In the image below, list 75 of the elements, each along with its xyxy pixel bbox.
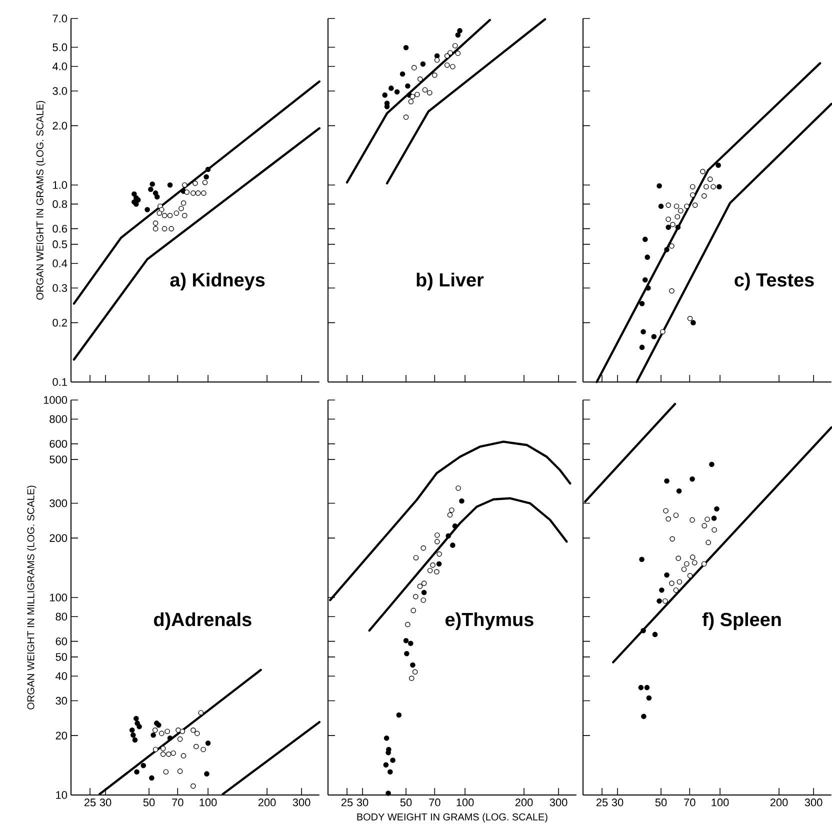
point [184, 189, 190, 195]
x-tick-label: 100 [200, 798, 217, 806]
x-tick-label: 50 [655, 798, 667, 806]
x-tick-label: 50 [143, 798, 155, 806]
point [148, 186, 154, 192]
y-tick-label: 300 [50, 499, 68, 508]
x-tick-label: 70 [429, 798, 440, 806]
point [152, 190, 158, 196]
point [162, 226, 168, 232]
text: b) Liver [416, 272, 484, 290]
point [182, 212, 188, 218]
y-tick-label: 40 [56, 672, 68, 680]
x-tick-label: 30 [612, 798, 624, 806]
text: d)Adrenals [154, 612, 252, 630]
text: e)Thymus [446, 612, 534, 630]
y-tick-label: 20 [56, 732, 68, 740]
y-tick-label: 0.4 [52, 260, 68, 268]
y-tick-label: 0.8 [52, 200, 67, 208]
x-tick-label: 300 [292, 798, 310, 806]
y-tick-label: 50 [56, 653, 68, 661]
y-tick-label: 0.3 [52, 284, 67, 292]
text: c) Testes [734, 272, 814, 290]
point [152, 220, 158, 226]
x-tick-label: 200 [770, 798, 788, 806]
x-tick-label: 70 [172, 798, 184, 806]
point [162, 212, 168, 218]
y-tick-label: 4.0 [52, 62, 68, 70]
point [150, 181, 156, 187]
y-tick-label: 30 [56, 696, 68, 705]
point [182, 182, 188, 188]
x-tick-label: 50 [400, 798, 412, 806]
y-tick-label: 800 [50, 415, 68, 424]
point [154, 194, 160, 200]
y-tick-label: 200 [50, 534, 68, 542]
text: f) Spleen [702, 612, 781, 630]
x-tick-label: 300 [804, 798, 822, 806]
x-tick-label: 25 [596, 798, 608, 806]
y-tick-label: 600 [50, 440, 68, 448]
y-tick-label: 7.0 [52, 14, 68, 22]
y-axis-title: ORGAN WEIGHT IN MILLIGRAMS (LOG. SCALE) [26, 486, 36, 710]
point [180, 200, 186, 206]
y-tick-label: 1000 [44, 396, 68, 404]
point [167, 212, 173, 218]
y-tick-label: 100 [50, 594, 68, 602]
y-tick-label: 3.0 [52, 87, 68, 95]
y-tick-label: 1.0 [53, 181, 68, 189]
x-tick-label: 100 [456, 798, 474, 806]
x-tick-label: 200 [258, 798, 276, 806]
y-tick-label: 80 [56, 612, 68, 621]
x-axis-title: BODY WEIGHT IN GRAMS (LOG. SCALE) [357, 813, 548, 822]
y-tick-label: 0.6 [52, 224, 67, 233]
y-tick-label: 0.5 [52, 240, 68, 248]
x-tick-label: 200 [515, 798, 533, 806]
x-tick-label: 70 [684, 798, 696, 806]
point [156, 210, 162, 216]
y-tick-label: 0.1 [52, 378, 67, 386]
y-tick-label: 2.0 [52, 122, 68, 130]
y-tick-label: 60 [56, 637, 68, 646]
x-tick-label: 100 [712, 798, 729, 806]
x-tick-label: 30 [100, 798, 112, 806]
x-tick-label: 300 [550, 798, 568, 806]
y-tick-label: 5.0 [52, 43, 68, 52]
x-tick-label: 25 [341, 798, 353, 806]
point [168, 226, 174, 232]
y-tick-label: 10 [56, 791, 68, 799]
point [167, 182, 173, 188]
point [174, 210, 180, 216]
point [178, 206, 184, 212]
text: a) Kidneys [170, 272, 265, 290]
x-tick-label: 30 [356, 798, 368, 806]
y-axis-title: ORGAN WEIGHT IN GRAMS (LOG. SCALE) [36, 100, 46, 300]
y-tick-label: 500 [50, 456, 68, 464]
point [152, 226, 158, 232]
x-tick-label: 25 [84, 798, 96, 806]
y-tick-label: 0.2 [52, 318, 67, 327]
